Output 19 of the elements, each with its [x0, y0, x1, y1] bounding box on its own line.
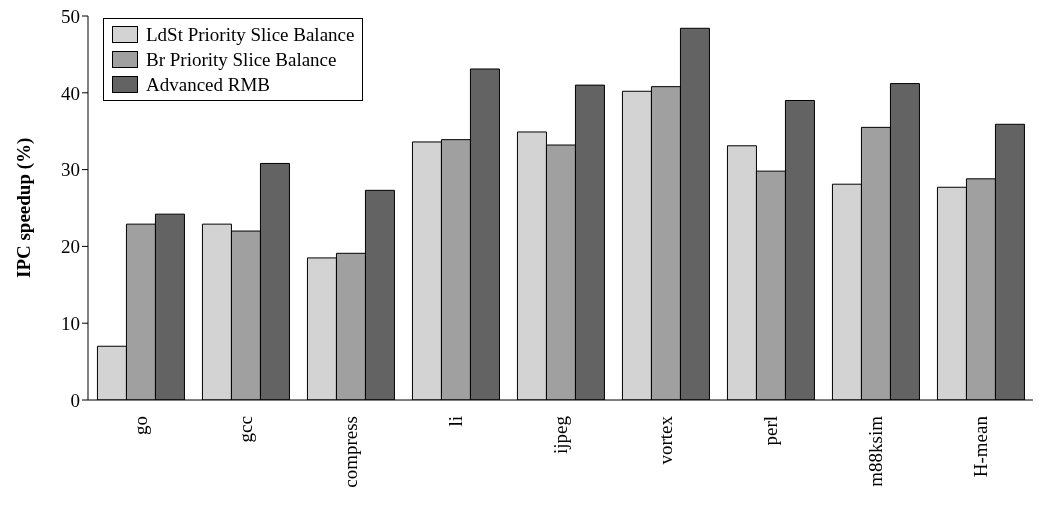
y-tick-label: 40: [61, 82, 80, 104]
x-tick-label: vortex: [655, 415, 676, 465]
x-tick-label: go: [130, 416, 151, 435]
legend-label: Advanced RMB: [146, 73, 271, 97]
x-tick-label: H-mean: [970, 415, 991, 478]
x-tick-label: gcc: [235, 416, 256, 443]
legend-label: LdSt Priority Slice Balance: [146, 23, 355, 47]
x-tick-label: m88ksim: [865, 415, 886, 487]
x-tick-label: perl: [760, 416, 781, 446]
x-tick-label: ijpeg: [550, 415, 571, 454]
y-tick-label: 20: [61, 236, 80, 258]
y-tick-label: 30: [61, 159, 80, 181]
legend-label: Br Priority Slice Balance: [146, 48, 337, 72]
x-tick-label: li: [445, 416, 466, 427]
y-tick-label: 50: [61, 5, 80, 27]
y-tick-label: 10: [61, 312, 80, 334]
x-tick-label: compress: [340, 416, 361, 488]
y-axis-title: IPC speedup (%): [12, 137, 35, 278]
y-tick-label: 0: [70, 389, 80, 411]
